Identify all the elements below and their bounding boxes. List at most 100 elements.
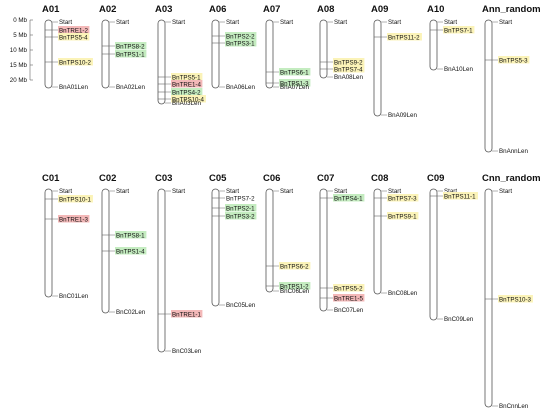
end-label: BnC09Len [444,316,474,323]
chromosome-bar [157,188,166,353]
gene-highlight [115,231,147,239]
gene-highlight [279,79,311,87]
chromosome-title: C02 [99,173,116,184]
chromosome-title: C01 [42,173,60,184]
gene-label: BnTPS4-1 [334,195,363,202]
start-label: Start [334,188,347,195]
start-label: Start [388,19,401,26]
gene-label: BnTPS10-2 [59,59,92,66]
gene-highlight [279,68,311,76]
chromosome-title: C03 [155,173,172,184]
gene-label: BnTPS3-1 [226,40,255,47]
end-label: BnC03Len [172,348,202,355]
gene-label: BnTPS7-3 [388,195,417,202]
chromosome-title: A03 [155,4,172,15]
end-label: BnA09Len [388,112,417,119]
gene-label: BnTPS4-2 [172,89,201,96]
gene-label: BnTPS8-1 [116,232,145,239]
chromosome-cnn-random: Cnn_random Start BnTPS10-3 BnCnnLen [482,173,541,410]
chromosome-title: A09 [371,4,388,15]
scale-label: 10 Mb [10,47,28,54]
scale-label: 20 Mb [10,77,28,84]
gene-highlight [171,88,203,96]
gene-highlight [115,247,147,255]
scale-label: 5 Mb [13,32,27,39]
start-label: Start [226,188,239,195]
start-label: Start [226,19,239,26]
gene-highlight [115,42,147,50]
chromosome-bar [265,188,274,293]
gene-label: BnTPS6-1 [280,69,309,76]
end-label: BnA03Len [172,100,201,107]
chromosome-bar [429,19,438,71]
gene-label: BnTPS1-4 [116,248,145,255]
chromosome-bar [265,19,274,89]
start-label: Start [499,188,512,195]
gene-label: BnTPS1-3 [280,80,309,87]
gene-highlight [115,50,147,58]
gene-label: BnTPS10-4 [172,96,205,103]
gene-label: BnTPS3-2 [226,213,255,220]
gene-label: BnTPS10-3 [499,296,532,303]
chromosome-bar [44,188,53,298]
chromosome-bar [373,188,382,295]
gene-highlight [58,215,90,223]
start-label: Start [116,188,129,195]
gene-label: BnTPS9-2 [334,59,363,66]
gene-highlight [443,192,478,200]
start-label: Start [334,19,347,26]
chromosome-bar [319,188,328,312]
start-label: Start [388,188,401,195]
scale-label: 15 Mb [10,62,28,69]
end-label: BnC02Len [116,309,146,316]
end-label: BnCnnLen [499,403,529,410]
start-label: Start [59,19,72,26]
start-label: Start [172,188,185,195]
chromosome-title: C08 [371,173,388,184]
chromosome-title: Cnn_random [482,173,541,184]
gene-label: BnTRE1-1 [172,311,201,318]
gene-highlight [171,95,206,103]
gene-label: BnTPS5-2 [334,285,363,292]
gene-highlight [225,39,257,47]
gene-label: BnTPS9-1 [388,213,417,220]
end-label: BnA02Len [116,84,145,91]
gene-highlight [58,33,90,41]
chromosome-title: A01 [42,4,60,15]
gene-label: BnTRE1-4 [172,81,201,88]
gene-label: BnTRE1-3 [59,216,88,223]
chromosome-bar [484,19,493,153]
gene-highlight [171,73,203,81]
chromosomes-group: A01StartBnTRE1-2BnTPS5-4BnTPS10-2BnA01Le… [42,4,541,410]
gene-highlight [225,212,257,220]
chromosome-bar [373,19,382,117]
gene-highlight [225,204,257,212]
gene-label: BnTPS11-2 [388,34,420,41]
gene-label: BnTPS2-1 [226,205,255,212]
gene-highlight [58,26,90,34]
gene-label: BnTPS1-1 [116,51,145,58]
gene-highlight [279,262,311,270]
gene-label: BnTPS7-1 [444,27,473,34]
end-label: BnC07Len [334,307,364,314]
chromosome-title: C09 [427,173,444,184]
start-label: Start [59,188,72,195]
end-label: BnC05Len [226,302,256,309]
gene-label: BnTPS7-2 [226,195,255,202]
gene-highlight [58,58,93,66]
chromosome-bar [211,19,220,89]
end-label: BnC06Len [280,288,310,295]
chromosome-ann-random: Ann_random Start BnTPS5-3 BnAnnLen [482,4,541,155]
